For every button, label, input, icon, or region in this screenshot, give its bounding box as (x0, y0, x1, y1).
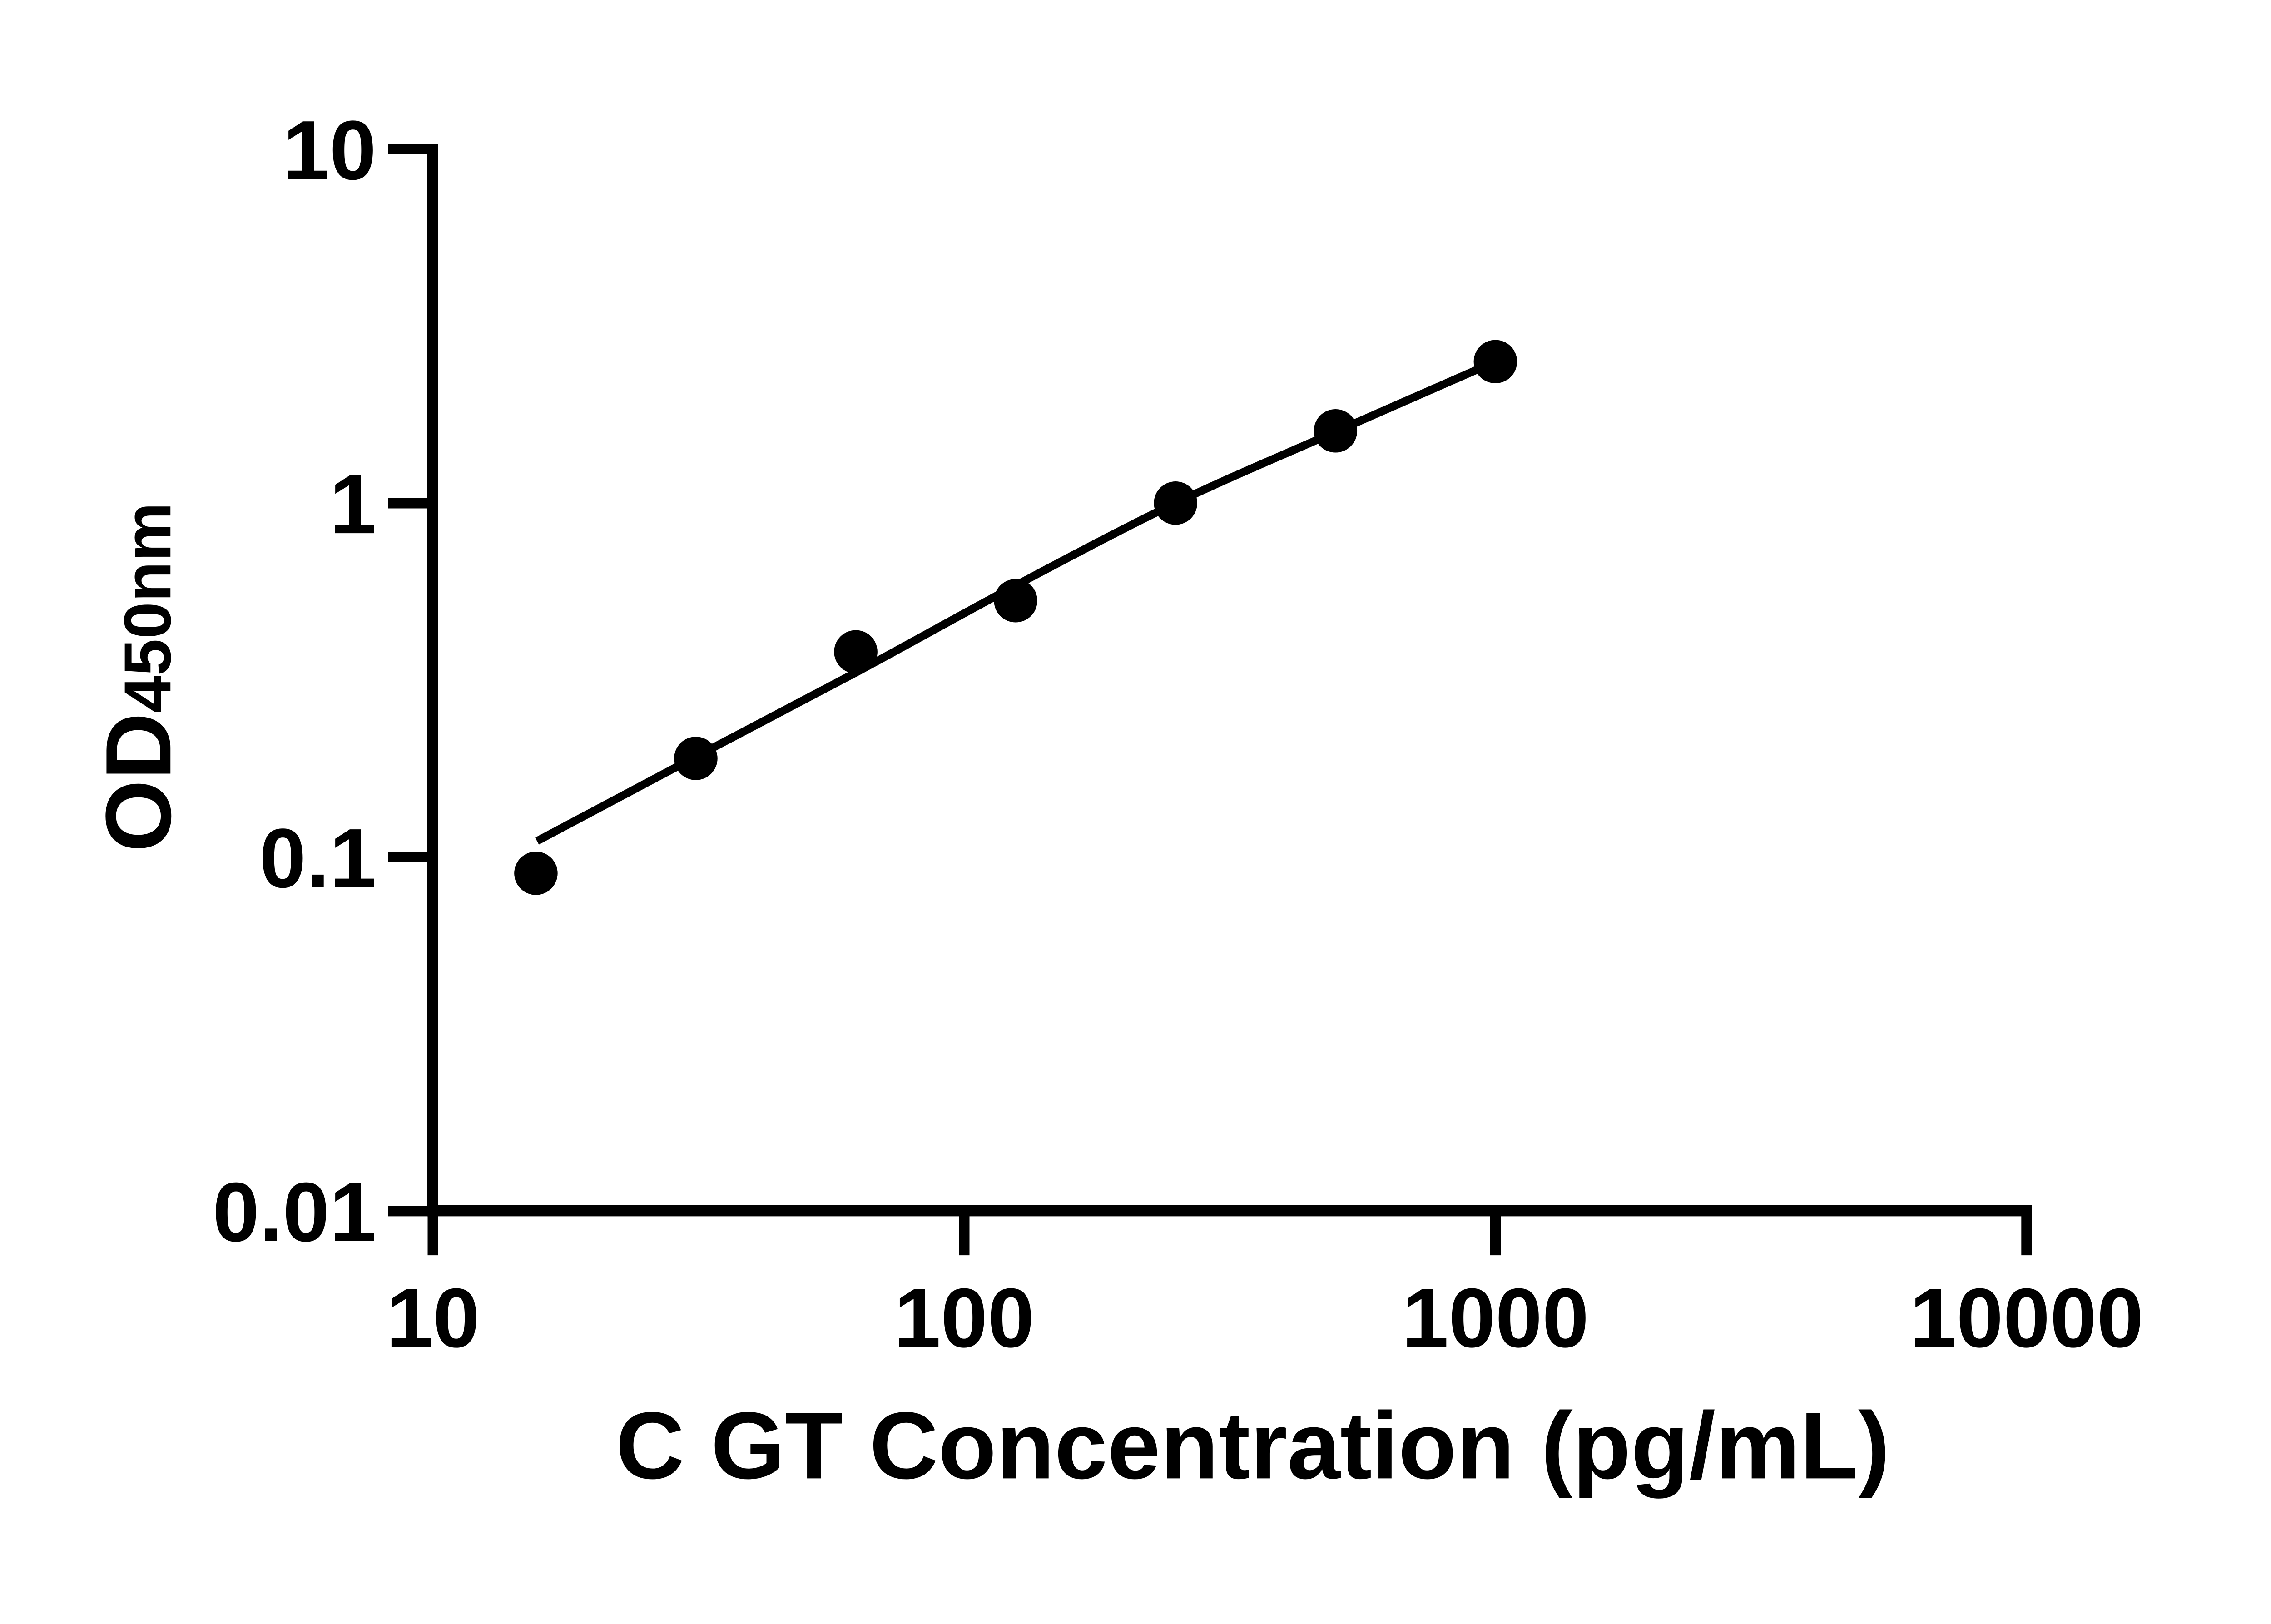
data-point (834, 630, 878, 674)
elisa-standard-curve-figure: 10 1 0.1 0.01 10 100 1000 10000 C GT Concentrat… (87, 103, 2144, 1499)
x-tick-label: 1000 (1402, 1271, 1589, 1365)
x-axis-title: C GT Concentration (pg/mL) (616, 1392, 1890, 1499)
x-tick-label: 10 (386, 1271, 480, 1365)
y-axis-title-subscript: 450nm (110, 502, 184, 713)
data-point (1154, 481, 1197, 525)
data-point (514, 852, 558, 895)
y-tick-label: 0.01 (213, 1165, 376, 1259)
x-tick-label: 10000 (1910, 1271, 2144, 1365)
y-tick-label: 1 (329, 457, 376, 551)
y-axis-title: OD450nm (87, 502, 190, 852)
y-tick-label: 10 (283, 104, 376, 198)
data-point (1473, 340, 1517, 384)
y-axis-title-main: OD (87, 713, 190, 852)
data-point (994, 579, 1037, 623)
data-point (674, 737, 718, 780)
data-point (1314, 409, 1358, 453)
y-tick-label: 0.1 (259, 812, 376, 906)
x-tick-label: 100 (894, 1271, 1034, 1365)
